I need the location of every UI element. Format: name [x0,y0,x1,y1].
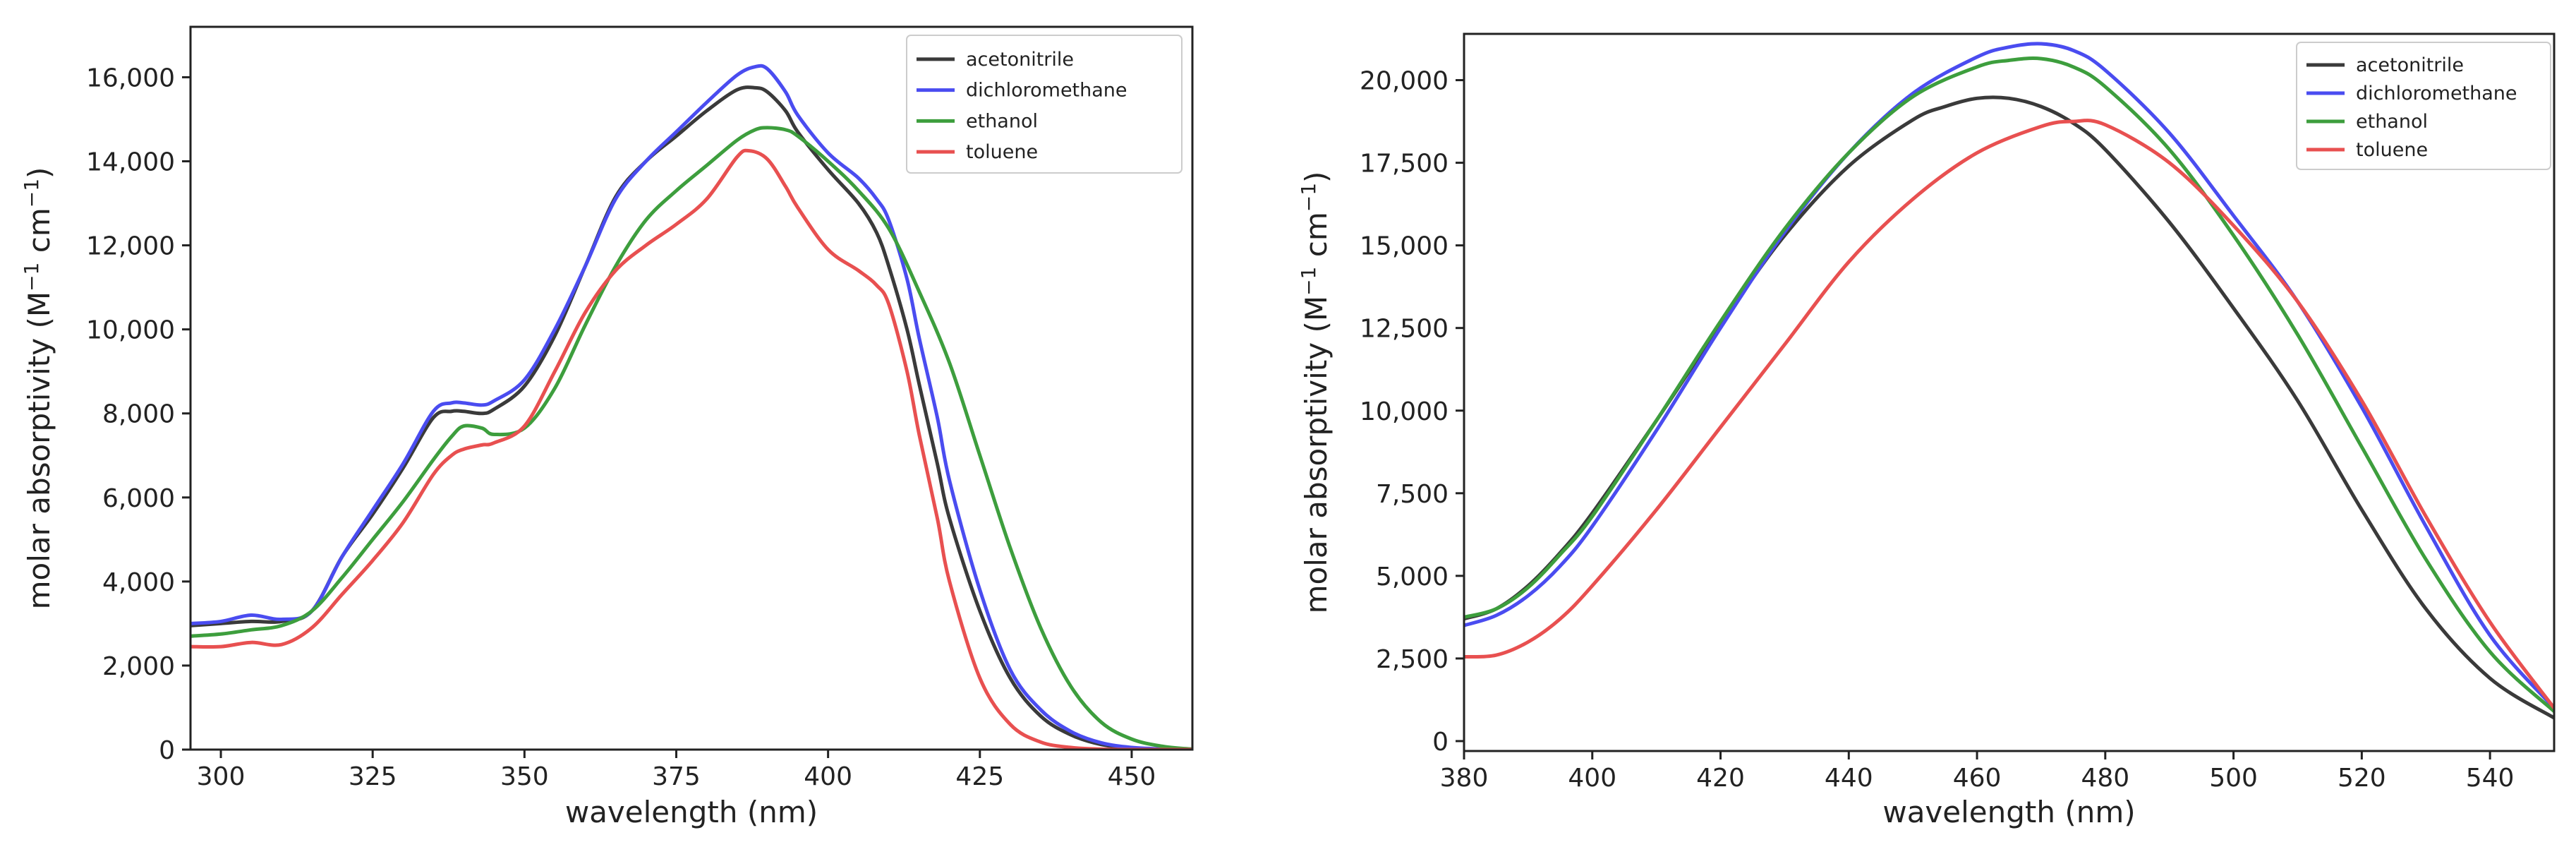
series-line-acetonitrile [191,85,1192,750]
x-tick-label: 300 [197,762,246,791]
legend-label-dichloromethane: dichloromethane [2356,83,2517,104]
legend-box [906,35,1183,174]
legend: acetonitrile dichloromethane ethanol toluen… [2296,42,2551,170]
y-axis-label: molar absorptivity (M−1 cm−1) [20,167,56,610]
x-tick-label: 400 [804,762,852,791]
x-tick-label: 540 [2466,764,2515,793]
legend-label-acetonitrile: acetonitrile [2356,54,2464,76]
series-line-toluene [1464,119,2554,710]
series-lines [191,64,1192,750]
x-tick-label: 450 [1108,762,1156,791]
legend-box [2296,42,2551,170]
x-tick-label: 520 [2338,764,2386,793]
y-tick-label: 2,500 [1376,645,1449,674]
legend-label-ethanol: ethanol [2356,111,2428,133]
y-tick-label: 2,000 [102,652,175,681]
y-axis-label: molar absorptivity (M−1 cm−1) [1297,172,1334,614]
chart-1: 300 325 350 375 400 425 450 0 2,000 4,000 6,000 8,0… [20,25,1194,829]
y-tick-label: 7,500 [1376,480,1449,509]
series-lines [1464,42,2554,720]
y-tick-label: 6,000 [102,484,175,513]
x-tick-label: 380 [1440,764,1489,793]
y-tick-label: 17,500 [1360,150,1449,179]
x-tick-label: 460 [1953,764,2002,793]
y-tick-label: 10,000 [1360,397,1449,426]
x-tick-label: 400 [1568,764,1616,793]
legend-label-acetonitrile: acetonitrile [966,49,1074,71]
x-axis-label: wavelength (nm) [1882,795,2135,829]
y-tick-label: 16,000 [86,64,175,92]
series-line-dichloromethane [1464,42,2554,710]
plot-frame [1463,32,2556,752]
y-tick-label: 0 [1432,728,1449,757]
y-tick-label: 20,000 [1360,67,1449,96]
x-tick-label: 375 [652,762,701,791]
series-line-ethanol [191,126,1192,750]
y-tick-label: 8,000 [102,400,175,429]
series-line-toluene [191,148,1192,750]
series-line-ethanol [1464,56,2554,714]
chart-2: 380 400 420 440 460 480 500 520 540 0 2,500 5,000 7,… [1297,32,2556,829]
y-tick-label: 15,000 [1360,232,1449,261]
legend-label-toluene: toluene [966,141,1038,163]
x-tick-label: 480 [2081,764,2129,793]
y-tick-label: 12,500 [1360,315,1449,344]
x-tick-label: 420 [1696,764,1745,793]
legend-label-toluene: toluene [2356,139,2428,161]
y-tick-label: 0 [159,736,175,765]
y-tick-label: 10,000 [86,316,175,345]
legend-label-dichloromethane: dichloromethane [966,80,1127,102]
x-axis-label: wavelength (nm) [565,795,818,829]
x-tick-label: 425 [955,762,1004,791]
legend-label-ethanol: ethanol [966,110,1038,132]
y-tick-label: 4,000 [102,568,175,597]
x-tick-label: 325 [349,762,397,791]
plot-frame [189,25,1194,751]
y-tick-label: 12,000 [86,232,175,261]
x-tick-label: 440 [1825,764,1873,793]
y-tick-label: 5,000 [1376,563,1449,591]
x-tick-label: 350 [500,762,549,791]
series-line-dichloromethane [191,64,1192,750]
y-tick-label: 14,000 [86,148,175,177]
legend: acetonitrile dichloromethane ethanol toluen… [906,35,1183,174]
x-tick-label: 500 [2209,764,2258,793]
